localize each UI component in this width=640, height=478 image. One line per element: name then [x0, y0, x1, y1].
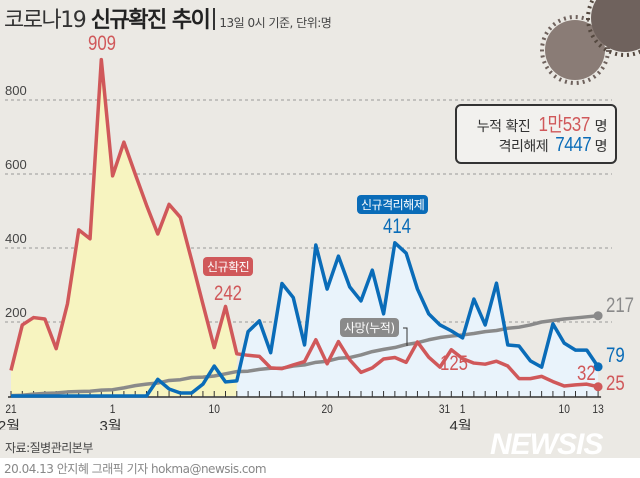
y-tick-label: 400 — [5, 231, 27, 246]
deaths-point — [593, 311, 603, 321]
chart-area: 200 400 600 800 21 1 10 20 31 1 10 13 2월 3월 4월 — [0, 57, 612, 430]
confirmed-mar11-label: 242 — [214, 282, 243, 305]
cumulative-value: 1만537 — [538, 114, 591, 136]
released-label: 격리해제 — [498, 139, 549, 155]
x-tick-label: 1 — [110, 403, 116, 416]
cumulative-unit: 명 — [594, 119, 608, 135]
confirmed-series-badge: 신규확진 — [203, 257, 254, 276]
footer-bar: 20.04.13 안지혜 그래픽 기자 hokma@newsis.com — [0, 458, 640, 478]
peak-confirmed-label: 909 — [88, 32, 117, 55]
confirmed-apr12-label: 32 — [577, 362, 596, 385]
confirmed-last-label: 25 — [606, 372, 625, 395]
confirmed-area-fill — [11, 59, 237, 397]
x-tick-label: 10 — [209, 403, 220, 416]
source-text: 자료:질병관리본부 — [5, 441, 93, 455]
y-tick-label: 800 — [5, 83, 27, 98]
credit-text: 20.04.13 안지혜 그래픽 기자 hokma@newsis.com — [4, 462, 267, 476]
virus-icon — [540, 0, 640, 85]
deaths-line — [10, 313, 599, 398]
released-value: 7447 — [555, 134, 592, 156]
x-tick-label: 21 — [5, 403, 16, 416]
released-point — [593, 362, 603, 372]
peak-released-label: 414 — [383, 215, 412, 238]
title-divider — [213, 8, 216, 30]
month-label: 4월 — [450, 418, 472, 430]
released-last-label: 79 — [606, 344, 625, 367]
confirmed-mar31-label: 125 — [440, 352, 469, 375]
x-tick-label: 31 — [439, 403, 450, 416]
y-tick-label: 600 — [5, 157, 27, 172]
deaths-series-badge: 사망(누적) — [340, 318, 399, 337]
y-tick-label: 200 — [5, 305, 27, 320]
title-light: 코로나19 — [4, 8, 87, 33]
cumulative-label: 누적 확진 — [476, 119, 531, 135]
summary-box: 누적 확진 1만537 명 격리해제 7447 명 — [455, 104, 617, 164]
confirmed-point — [593, 382, 603, 392]
deaths-last-label: 217 — [606, 294, 635, 317]
month-label: 2월 — [0, 418, 20, 430]
subtitle: 13일 0시 기준, 단위:명 — [219, 16, 332, 30]
confirmed-line — [9, 57, 599, 389]
title-bold: 신규확진 추이 — [90, 8, 211, 33]
newsis-logo: NEWSIS — [490, 428, 603, 461]
x-tick-label: 10 — [559, 403, 570, 416]
released-area-fill — [236, 242, 599, 396]
deaths-badge-leader — [403, 327, 408, 346]
released-line — [11, 241, 600, 398]
month-label: 3월 — [100, 418, 122, 430]
chart-title: 코로나19 신규확진 추이 13일 0시 기준, 단위:명 — [4, 2, 332, 34]
released-unit: 명 — [594, 139, 608, 155]
x-tick-label: 1 — [460, 403, 466, 416]
x-tick-label: 20 — [321, 403, 332, 416]
x-tick-label: 13 — [592, 403, 603, 416]
released-series-badge: 신규격리해제 — [357, 195, 429, 214]
virus-illustration — [540, 0, 640, 85]
